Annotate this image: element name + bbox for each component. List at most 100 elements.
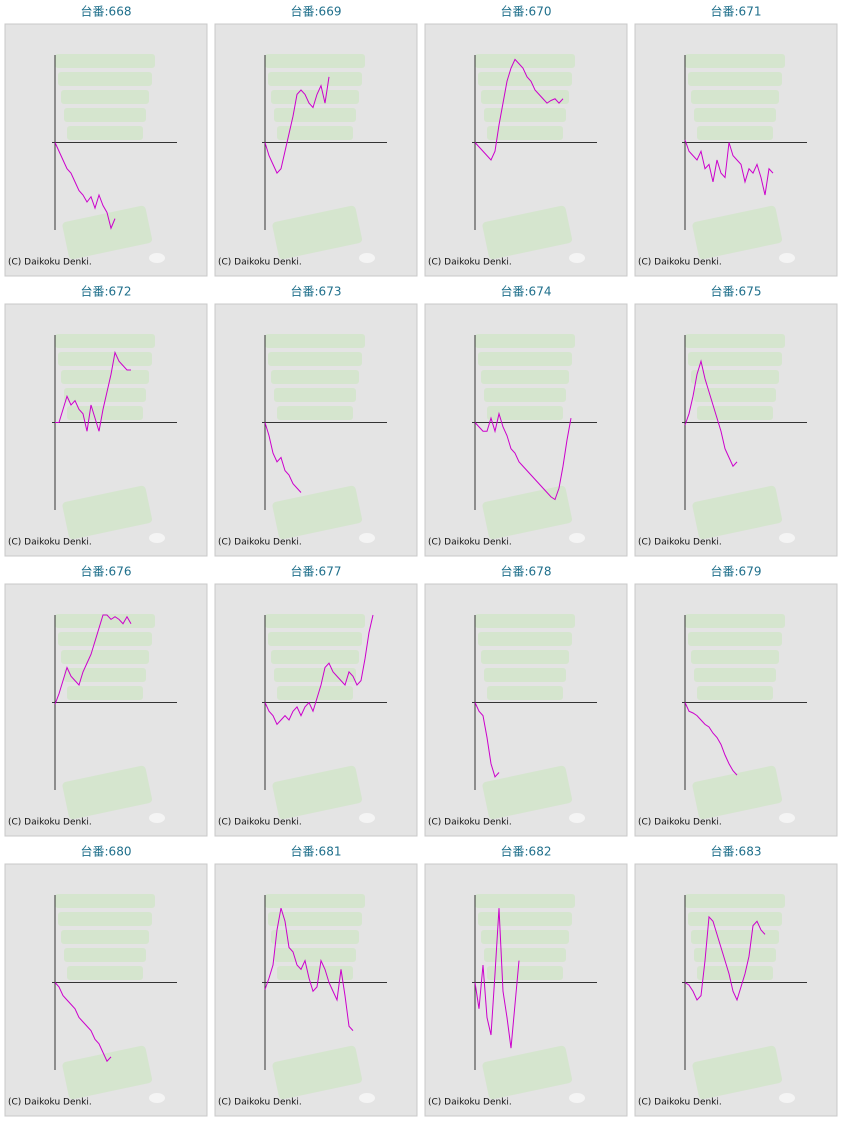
copyright: (C) Daikoku Denki. <box>8 1098 92 1108</box>
decoration <box>482 765 573 820</box>
data-line <box>474 908 520 1049</box>
decoration <box>58 352 152 366</box>
decoration <box>268 632 362 646</box>
decoration <box>268 352 362 366</box>
decoration <box>694 668 776 682</box>
copyright: (C) Daikoku Denki. <box>428 1098 512 1108</box>
decoration <box>481 370 569 384</box>
decoration <box>482 205 573 260</box>
copyright: (C) Daikoku Denki. <box>218 1098 302 1108</box>
data-line <box>55 350 131 432</box>
decoration <box>569 813 585 823</box>
decoration <box>694 948 776 962</box>
copyright: (C) Daikoku Denki. <box>218 818 302 828</box>
decoration <box>149 533 165 543</box>
decoration <box>67 966 143 980</box>
decoration <box>265 894 365 908</box>
chart-title: 台番:674 <box>501 284 552 299</box>
data-line <box>54 142 116 230</box>
chart-title: 台番:681 <box>291 844 342 859</box>
decoration <box>688 72 782 86</box>
copyright: (C) Daikoku Denki. <box>638 258 722 268</box>
decoration <box>692 485 783 540</box>
data-line <box>54 614 132 705</box>
data-line <box>264 422 302 493</box>
chart-title: 台番:677 <box>291 564 342 579</box>
decoration <box>478 912 572 926</box>
decoration <box>478 72 572 86</box>
decoration <box>697 126 773 140</box>
decoration <box>484 108 566 122</box>
decoration <box>688 632 782 646</box>
decoration <box>478 632 572 646</box>
copyright: (C) Daikoku Denki. <box>218 538 302 548</box>
decoration <box>277 686 353 700</box>
decoration <box>484 668 566 682</box>
data-line <box>264 76 330 175</box>
data-line <box>474 411 572 501</box>
data-line <box>54 982 112 1063</box>
decoration <box>271 930 359 944</box>
decoration <box>64 388 146 402</box>
decoration <box>688 912 782 926</box>
decoration <box>271 90 359 104</box>
decoration <box>475 54 575 68</box>
decoration <box>569 1093 585 1103</box>
data-line <box>684 359 738 468</box>
decoration <box>272 485 363 540</box>
decoration <box>265 614 365 628</box>
decoration <box>271 650 359 664</box>
decoration <box>274 948 356 962</box>
decoration <box>487 966 563 980</box>
decoration <box>487 406 563 420</box>
chart-title: 台番:683 <box>711 844 762 859</box>
decoration <box>277 406 353 420</box>
decoration <box>274 668 356 682</box>
decoration <box>484 388 566 402</box>
decoration <box>685 54 785 68</box>
decoration <box>274 388 356 402</box>
chart-title: 台番:676 <box>81 564 132 579</box>
decoration <box>271 370 359 384</box>
decoration <box>359 253 375 263</box>
copyright: (C) Daikoku Denki. <box>218 258 302 268</box>
decoration <box>62 485 153 540</box>
copyright: (C) Daikoku Denki. <box>8 258 92 268</box>
decoration <box>475 334 575 348</box>
decoration <box>55 614 155 628</box>
decoration <box>62 765 153 820</box>
decoration <box>61 370 149 384</box>
decoration <box>691 650 779 664</box>
decoration <box>481 90 569 104</box>
decoration <box>478 352 572 366</box>
data-line <box>474 702 500 778</box>
decoration <box>487 686 563 700</box>
copyright: (C) Daikoku Denki. <box>428 818 512 828</box>
decoration <box>475 894 575 908</box>
decoration <box>779 813 795 823</box>
data-line <box>684 702 738 776</box>
data-line <box>474 58 564 161</box>
decoration <box>55 54 155 68</box>
decoration <box>58 912 152 926</box>
decoration <box>277 126 353 140</box>
decoration <box>62 1045 153 1100</box>
chart-title: 台番:671 <box>711 4 762 19</box>
decoration <box>58 632 152 646</box>
decoration <box>692 765 783 820</box>
decoration <box>779 533 795 543</box>
decoration <box>61 930 149 944</box>
decoration <box>272 765 363 820</box>
decoration <box>64 668 146 682</box>
decoration <box>697 686 773 700</box>
decoration <box>268 912 362 926</box>
decoration <box>569 253 585 263</box>
data-line <box>684 139 774 196</box>
decoration <box>692 205 783 260</box>
decoration <box>277 966 353 980</box>
copyright: (C) Daikoku Denki. <box>638 818 722 828</box>
decoration <box>484 948 566 962</box>
decoration <box>691 370 779 384</box>
decoration <box>359 813 375 823</box>
